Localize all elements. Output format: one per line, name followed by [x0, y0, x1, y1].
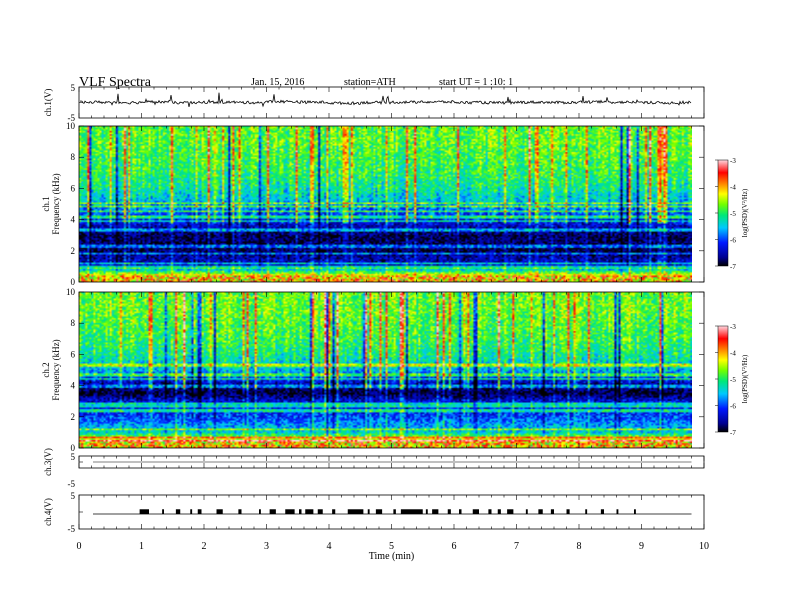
ch4-pulse [190, 509, 193, 514]
spectrogram-layer [79, 126, 692, 448]
spectrogram-ch2-ytick-label: 4 [71, 381, 76, 391]
time-tick-label: 4 [327, 541, 332, 552]
ch4-frame [78, 494, 705, 530]
ch1-ylabel: ch.1(V) [43, 89, 53, 117]
time-tick-label: 3 [264, 541, 269, 552]
time-tick-label: 2 [202, 541, 207, 552]
ch4-pulse [585, 509, 588, 514]
ch4-pulse [393, 509, 396, 514]
ch3-tick-label: 5 [71, 452, 76, 462]
ch4-pulse [197, 509, 202, 514]
ch4-pulse [566, 509, 570, 514]
time-tick-label: 6 [452, 541, 457, 552]
spectrogram-ch1-ytick-label: 10 [66, 121, 76, 131]
ch4-pulse [550, 509, 554, 514]
spectrogram-ch1-colorbar-tick-label: -3 [730, 157, 736, 165]
spectrogram-ch1-colorbar [717, 159, 729, 267]
spectrogram-ch2-ytick-label: 0 [71, 443, 76, 453]
spectrogram-ch2-ytick-label: 8 [71, 318, 76, 328]
spectrogram-ch2-colorbar [717, 325, 729, 433]
time-tick-label: 1 [139, 541, 144, 552]
time-tick-label: 10 [699, 541, 709, 552]
waveform-layer [79, 92, 692, 515]
time-tick-label: 0 [77, 541, 82, 552]
station-label: station=ATH [344, 77, 396, 88]
time-tick-label: 9 [639, 541, 644, 552]
ch4-pulse [432, 509, 439, 514]
time-tick-label: 7 [514, 541, 519, 552]
time-tick-label: 5 [389, 541, 394, 552]
spectrogram-ch1-colorbar-tick-label: -4 [730, 184, 736, 192]
ch4-pulse [317, 509, 323, 514]
time-tick-label: 8 [577, 541, 582, 552]
spectrogram-ch2-colorbar-tick-label: -4 [730, 350, 736, 358]
ch4-pulse [162, 509, 164, 514]
spectrogram-ch2-colorbar-label: log(PSD)(V²/Hz) [741, 354, 749, 403]
spectrogram-ch1-ylabel-channel: ch.1 [41, 196, 51, 211]
ch4-pulse [269, 509, 276, 514]
ch1-tick-label: -5 [68, 113, 76, 123]
spectrogram-ch1-colorbar-label: log(PSD)(V²/Hz) [741, 188, 749, 237]
ch4-tick-label: 5 [71, 491, 76, 501]
ch4-pulse [367, 509, 370, 514]
chart-title: VLF Spectra [79, 75, 151, 90]
ch4-pulse [507, 509, 514, 514]
spectrogram-ch1-colorbar-tick-label: -6 [730, 237, 736, 245]
spectrogram-ch1-ytick-label: 4 [71, 215, 76, 225]
ch4-pulse [497, 509, 501, 514]
spectrogram-ch1-ylabel-frequency: Frequency (kHz) [51, 173, 61, 234]
spectrogram-ch1-ytick-label: 0 [71, 277, 76, 287]
spectrogram-ch2-colorbar-tick-label: -5 [730, 376, 736, 384]
ch4-pulse [175, 509, 181, 514]
ch4-pulse [472, 509, 479, 514]
spectrogram-ch1-ytick-label: 2 [71, 246, 76, 256]
ch4-pulse [299, 509, 302, 514]
spectrogram-ch1-ytick-label: 8 [71, 152, 76, 162]
ch4-pulse [305, 509, 314, 514]
ch4-pulse [347, 509, 364, 514]
ch4-pulse [375, 509, 383, 514]
ch4-pulse [139, 509, 149, 514]
ch4-pulse [216, 509, 223, 514]
start-ut-label: start UT = 1 :10: 1 [439, 77, 514, 88]
ch3-ylabel: ch.3(V) [43, 448, 53, 476]
ch4-pulse [538, 509, 543, 514]
ch3-tick-label: -5 [68, 479, 76, 489]
ch4-pulse [259, 509, 261, 514]
spectrogram-ch2-colorbar-tick-label: -3 [730, 323, 736, 331]
ch4-tick-label: -5 [68, 524, 76, 534]
ch4-pulse [285, 509, 295, 514]
ch1-tick-label: 5 [71, 83, 76, 93]
spectrogram-ch2 [79, 292, 692, 448]
axes-layer: 5-5ch.1(V)5-5ch.3(V)5-5ch.4(V)0246810ch.… [41, 83, 749, 562]
spectrogram-ch2-colorbar-tick-label: -7 [730, 429, 736, 437]
ch4-pulse [488, 509, 492, 514]
date-label: Jan. 15, 2016 [251, 77, 305, 88]
ch4-pulse [425, 509, 428, 514]
ch4-pulse [616, 509, 619, 514]
spectrogram-ch1-colorbar-tick-label: -5 [730, 210, 736, 218]
ch4-pulse [459, 509, 462, 514]
ch4-pulse [332, 509, 336, 514]
ch4-pulse [238, 509, 242, 514]
time-axis-label: Time (min) [369, 551, 414, 562]
spectrogram-ch2-ylabel-frequency: Frequency (kHz) [51, 339, 61, 400]
spectrogram-ch2-ylabel-channel: ch.2 [41, 362, 51, 377]
spectrogram-ch2-ytick-label: 6 [71, 349, 76, 359]
ch4-pulse [447, 509, 451, 514]
spectrogram-ch1-ytick-label: 6 [71, 183, 76, 193]
ch4-pulse [400, 509, 423, 514]
ch1-waveform [79, 92, 692, 108]
spectrogram-ch1-colorbar-tick-label: -7 [730, 263, 736, 271]
spectrogram-ch1 [79, 126, 692, 282]
ch4-pulse [525, 509, 528, 514]
ch4-pulse [600, 509, 604, 514]
ch4-pulse [634, 509, 636, 514]
spectrogram-ch2-ytick-label: 2 [71, 412, 76, 422]
spectrogram-ch2-ytick-label: 10 [66, 287, 76, 297]
spectrogram-ch2-colorbar-tick-label: -6 [730, 403, 736, 411]
ch4-ylabel: ch.4(V) [43, 498, 53, 526]
